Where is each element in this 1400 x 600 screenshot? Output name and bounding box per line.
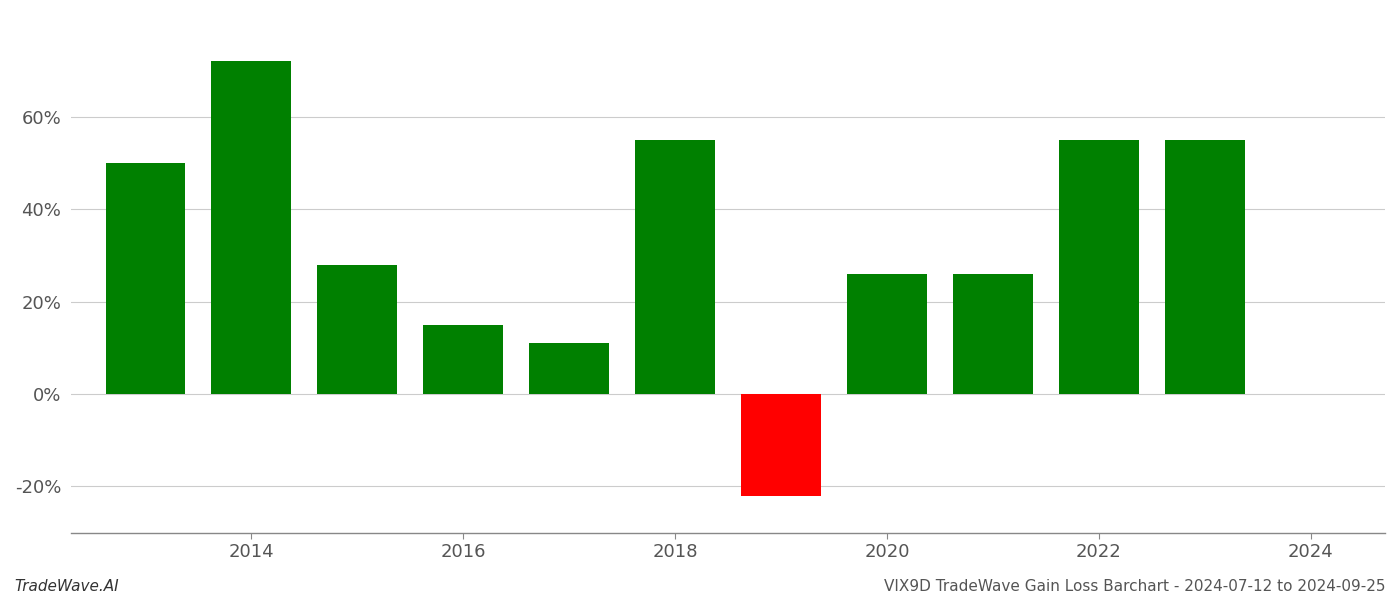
Bar	[1165, 140, 1245, 394]
Bar	[953, 274, 1033, 394]
Bar	[423, 325, 503, 394]
Bar	[636, 140, 715, 394]
Bar	[318, 265, 398, 394]
Text: VIX9D TradeWave Gain Loss Barchart - 2024-07-12 to 2024-09-25: VIX9D TradeWave Gain Loss Barchart - 202…	[885, 579, 1386, 594]
Bar	[529, 343, 609, 394]
Bar	[105, 163, 185, 394]
Bar	[847, 274, 927, 394]
Bar	[211, 61, 291, 394]
Text: TradeWave.AI: TradeWave.AI	[14, 579, 119, 594]
Bar	[1060, 140, 1138, 394]
Bar	[741, 394, 820, 496]
